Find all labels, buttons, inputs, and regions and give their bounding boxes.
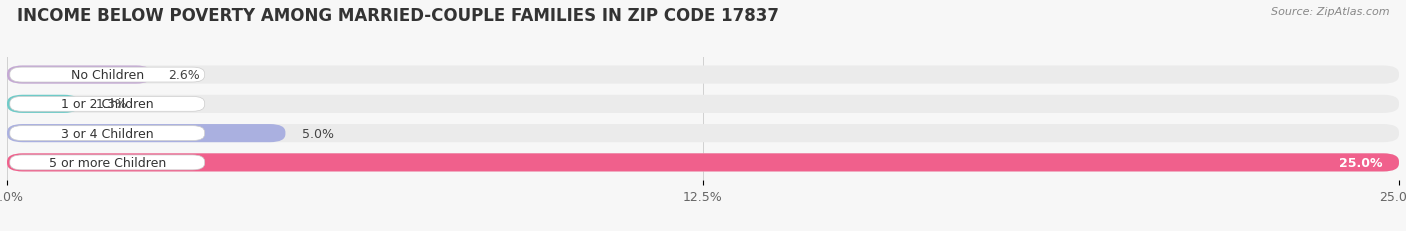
FancyBboxPatch shape (10, 126, 205, 141)
Text: Source: ZipAtlas.com: Source: ZipAtlas.com (1271, 7, 1389, 17)
Text: No Children: No Children (70, 69, 143, 82)
Text: 1 or 2 Children: 1 or 2 Children (60, 98, 153, 111)
FancyBboxPatch shape (7, 125, 285, 143)
Text: INCOME BELOW POVERTY AMONG MARRIED-COUPLE FAMILIES IN ZIP CODE 17837: INCOME BELOW POVERTY AMONG MARRIED-COUPL… (17, 7, 779, 25)
FancyBboxPatch shape (7, 125, 1399, 143)
Text: 5.0%: 5.0% (302, 127, 335, 140)
FancyBboxPatch shape (7, 66, 152, 84)
FancyBboxPatch shape (10, 155, 205, 170)
FancyBboxPatch shape (7, 95, 79, 113)
FancyBboxPatch shape (10, 97, 205, 112)
FancyBboxPatch shape (7, 66, 1399, 84)
Text: 25.0%: 25.0% (1339, 156, 1382, 169)
FancyBboxPatch shape (10, 68, 205, 83)
Text: 5 or more Children: 5 or more Children (49, 156, 166, 169)
FancyBboxPatch shape (7, 154, 1399, 172)
FancyBboxPatch shape (7, 154, 1399, 172)
Text: 2.6%: 2.6% (169, 69, 200, 82)
FancyBboxPatch shape (7, 95, 1399, 113)
Text: 3 or 4 Children: 3 or 4 Children (60, 127, 153, 140)
Text: 1.3%: 1.3% (96, 98, 128, 111)
